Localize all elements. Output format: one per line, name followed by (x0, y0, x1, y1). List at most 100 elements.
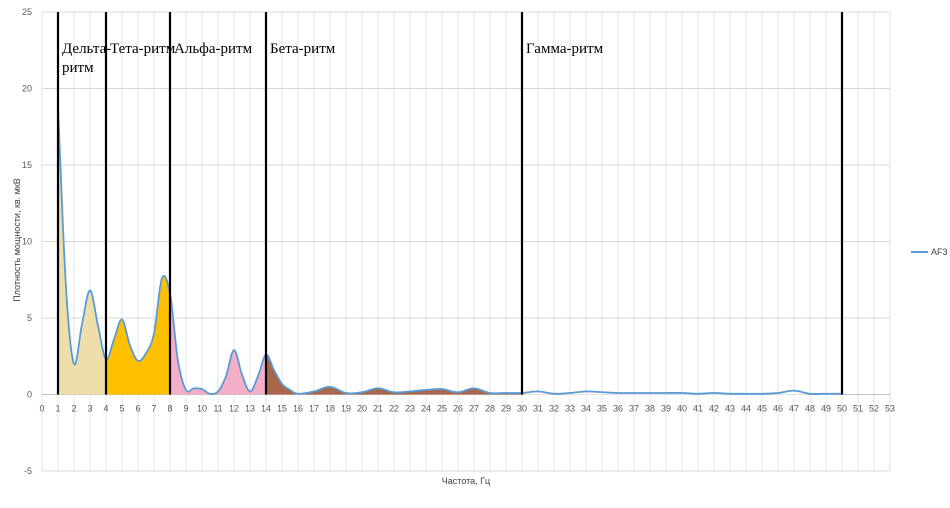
x-tick-label: 30 (517, 404, 527, 414)
data-point (825, 393, 827, 395)
x-tick-label: 5 (119, 404, 124, 414)
x-tick-label: 8 (167, 404, 172, 414)
x-tick-label: 17 (309, 404, 319, 414)
data-point (777, 392, 779, 394)
data-point (81, 323, 83, 325)
data-point (161, 277, 163, 279)
x-tick-label: 21 (373, 404, 383, 414)
x-tick-label: 25 (437, 404, 447, 414)
x-tick-label: 41 (693, 404, 703, 414)
data-point (393, 391, 395, 393)
band-label: Бета-ритм (270, 41, 336, 57)
y-tick-label: 5 (27, 313, 32, 323)
data-point (289, 389, 291, 391)
data-point (217, 390, 219, 393)
data-point (617, 392, 619, 394)
y-tick-label: 0 (27, 390, 32, 400)
band-label: Тета-ритм (110, 41, 176, 57)
data-point (473, 387, 475, 389)
data-point (553, 393, 555, 395)
data-point (649, 392, 651, 394)
data-point (137, 360, 139, 362)
x-tick-label: 6 (135, 404, 140, 414)
x-tick-label: 32 (549, 404, 559, 414)
data-point (273, 369, 275, 371)
x-tick-label: 42 (709, 404, 719, 414)
x-tick-label: 2 (71, 404, 76, 414)
band-fill-1 (106, 275, 170, 395)
x-tick-label: 35 (597, 404, 607, 414)
data-point (113, 338, 115, 341)
data-point (457, 391, 459, 393)
band-boundaries (56, 12, 844, 395)
x-tick-label: 47 (789, 404, 799, 414)
data-point (361, 391, 363, 393)
data-point (409, 390, 411, 393)
data-point (153, 332, 155, 334)
x-tick-label: 4 (103, 404, 108, 414)
x-tick-label: 1 (55, 404, 60, 414)
x-tick-label: 11 (213, 404, 222, 414)
data-point (177, 360, 179, 362)
x-tick-label: 46 (773, 404, 783, 414)
data-point (297, 393, 299, 395)
data-point (225, 375, 227, 377)
x-tick-label: 13 (245, 404, 255, 414)
x-tick-label: 3 (87, 404, 92, 414)
data-point (633, 392, 635, 394)
data-point (65, 286, 67, 288)
x-tick-label: 26 (453, 404, 463, 414)
x-tick-label: 10 (197, 404, 207, 414)
legend-label-af3: AF3 (931, 247, 948, 257)
data-point (233, 349, 235, 351)
x-tick-label: 28 (485, 404, 495, 414)
x-tick-label: 27 (469, 404, 479, 414)
x-tick-label: 53 (885, 404, 895, 414)
data-point (89, 289, 91, 292)
x-tick-label: 45 (757, 404, 767, 414)
data-point (505, 392, 507, 394)
x-tick-label: 37 (629, 404, 639, 414)
band-fill-0 (58, 106, 106, 395)
x-tick-label: 29 (501, 404, 511, 414)
data-point (713, 392, 715, 394)
data-point (281, 383, 283, 385)
y-axis-title: Плотность мощности, кв. мкВ (12, 178, 22, 302)
data-point (809, 393, 811, 395)
x-tick-label: 15 (277, 404, 287, 414)
x-tick-label: 23 (405, 404, 415, 414)
series-lines (57, 106, 843, 395)
x-tick-label: 52 (869, 404, 879, 414)
x-tick-label: 16 (293, 404, 303, 414)
data-point (489, 392, 491, 394)
data-point (329, 386, 331, 388)
x-tick-label: 33 (565, 404, 575, 414)
data-point (249, 390, 251, 393)
data-point (257, 375, 259, 377)
data-point (313, 390, 315, 393)
data-point (97, 325, 99, 327)
x-tick-label: 34 (581, 404, 591, 414)
data-point (729, 393, 731, 395)
x-tick-label: 22 (389, 404, 399, 414)
x-tick-label: 39 (661, 404, 671, 414)
data-point (761, 393, 763, 395)
y-tick-label: 10 (22, 237, 32, 247)
x-tick-label: 12 (229, 404, 239, 414)
x-tick-label: 38 (645, 404, 655, 414)
data-point (185, 389, 187, 391)
band-label: Гамма-ритм (526, 41, 604, 57)
band-label: Дельта- (62, 41, 111, 57)
x-tick-label: 44 (741, 404, 751, 414)
x-tick-labels: 0 1 2 3 4 5 6 7 8 9 10 11 12 13 14 15 16 17 18 19 20 21 22 23 24… (39, 404, 895, 414)
x-tick-label: 43 (725, 404, 735, 414)
data-point (241, 374, 243, 376)
x-tick-label: 36 (613, 404, 623, 414)
band-fills (58, 106, 842, 395)
band-fill-2 (170, 293, 266, 395)
data-point (145, 352, 147, 354)
data-point (697, 393, 699, 395)
data-point (537, 390, 539, 393)
